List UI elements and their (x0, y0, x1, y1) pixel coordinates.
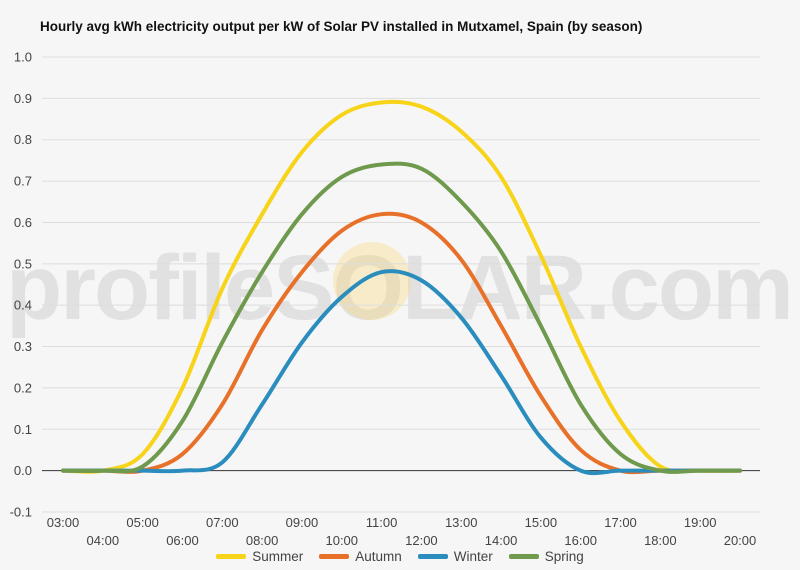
y-tick-label: -0.1 (10, 505, 32, 520)
legend-label: Autumn (355, 549, 402, 564)
x-tick-label: 18:00 (644, 533, 677, 548)
y-tick-label: 0.3 (14, 339, 32, 354)
legend-label: Summer (252, 549, 304, 564)
x-tick-label: 15:00 (525, 515, 558, 530)
legend-label: Winter (453, 549, 493, 564)
x-tick-label: 05:00 (126, 515, 159, 530)
x-axis: 03:00 04:00 05:00 06:00 07:00 08:00 09:00 10:00… (47, 515, 757, 548)
legend-swatch (417, 554, 448, 559)
x-tick-label: 04:00 (87, 533, 120, 548)
series-line-summer (61, 99, 742, 474)
x-tick-label: 13:00 (445, 515, 478, 530)
x-tick-label: 14:00 (485, 533, 518, 548)
x-tick-label: 16:00 (564, 533, 597, 548)
y-tick-label: 0.9 (14, 91, 32, 106)
x-tick-label: 10:00 (325, 533, 358, 548)
legend-item-autumn[interactable]: Autumn (319, 549, 402, 564)
x-tick-label: 03:00 (47, 515, 80, 530)
legend-item-spring[interactable]: Spring (508, 549, 584, 564)
legend-item-winter[interactable]: Winter (417, 549, 493, 564)
x-tick-label: 08:00 (246, 533, 279, 548)
x-tick-label: 11:00 (366, 515, 398, 530)
y-tick-label: 0.4 (14, 298, 32, 313)
y-tick-label: 1.0 (14, 50, 32, 65)
legend: Summer Autumn Winter Spring (0, 549, 800, 564)
y-tick-label: 0.5 (14, 256, 32, 271)
y-tick-label: 0.6 (14, 215, 32, 230)
watermark: profileSOLAR.com (6, 237, 794, 339)
y-axis: -0.1 0.0 0.1 0.2 0.3 0.4 0.5 0.6 0.7 0.8 0.9 1.0 (10, 50, 32, 520)
grid (42, 56, 760, 513)
series-line-autumn (61, 211, 742, 475)
y-tick-label: 0.0 (14, 463, 32, 478)
series-line-winter (61, 269, 742, 476)
legend-swatch (216, 554, 247, 559)
x-tick-label: 06:00 (166, 533, 199, 548)
watermark-sun-icon (333, 242, 411, 320)
chart-title: Hourly avg kWh electricity output per kW… (40, 19, 643, 34)
series-line-spring (61, 161, 742, 474)
x-tick-label: 19:00 (684, 515, 717, 530)
y-tick-label: 0.2 (14, 380, 32, 395)
x-tick-label: 17:00 (604, 515, 637, 530)
y-tick-label: 0.8 (14, 132, 32, 147)
legend-swatch (508, 554, 539, 559)
x-tick-label: 20:00 (724, 533, 757, 548)
legend-label: Spring (544, 549, 584, 564)
y-tick-label: 0.7 (14, 174, 32, 189)
x-tick-label: 12:00 (405, 533, 438, 548)
x-tick-label: 07:00 (206, 515, 239, 530)
x-tick-label: 09:00 (286, 515, 319, 530)
series-lines (61, 99, 742, 476)
legend-swatch (319, 554, 350, 559)
y-tick-label: 0.1 (14, 422, 32, 437)
legend-item-summer[interactable]: Summer (216, 549, 303, 564)
